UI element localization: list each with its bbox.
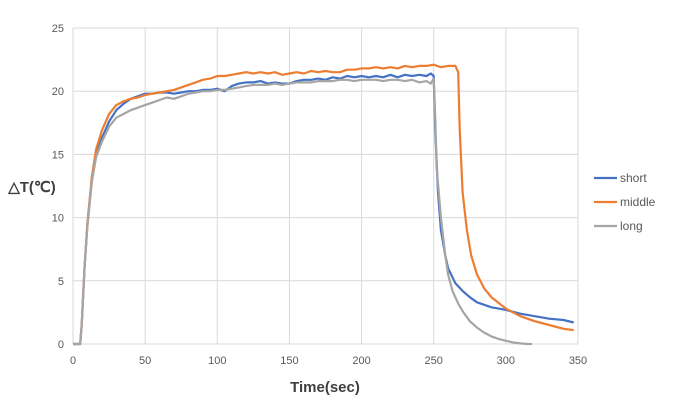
legend-label-long: long <box>620 219 643 233</box>
legend-label-short: short <box>620 171 647 185</box>
x-tick-label-3: 150 <box>280 355 298 367</box>
legend-label-middle: middle <box>620 195 656 209</box>
y-axis-title: △T(℃) <box>7 179 56 196</box>
x-tick-label-5: 250 <box>425 355 443 367</box>
series-lines <box>73 63 574 346</box>
x-tick-label-6: 300 <box>497 355 515 367</box>
legend: short middle long <box>594 171 656 233</box>
y-tick-labels: 0 5 10 15 20 25 <box>52 23 64 351</box>
y-tick-label-1: 5 <box>58 276 64 288</box>
series-line-long <box>73 77 532 346</box>
x-tick-label-1: 50 <box>139 355 151 367</box>
grid-lines <box>72 27 579 345</box>
y-tick-label-2: 10 <box>52 213 64 225</box>
x-axis-title: Time(sec) <box>290 379 360 396</box>
x-tick-label-7: 350 <box>569 355 587 367</box>
x-tick-label-4: 200 <box>352 355 370 367</box>
y-tick-label-5: 25 <box>52 23 64 35</box>
series-line-short <box>73 72 574 346</box>
y-tick-label-4: 20 <box>52 86 64 98</box>
x-tick-label-2: 100 <box>208 355 226 367</box>
series-line-middle <box>73 63 574 346</box>
y-tick-label-3: 15 <box>52 149 64 161</box>
y-tick-label-0: 0 <box>58 339 64 351</box>
x-tick-labels: 0 50 100 150 200 250 300 350 <box>70 355 587 367</box>
x-tick-label-0: 0 <box>70 355 76 367</box>
